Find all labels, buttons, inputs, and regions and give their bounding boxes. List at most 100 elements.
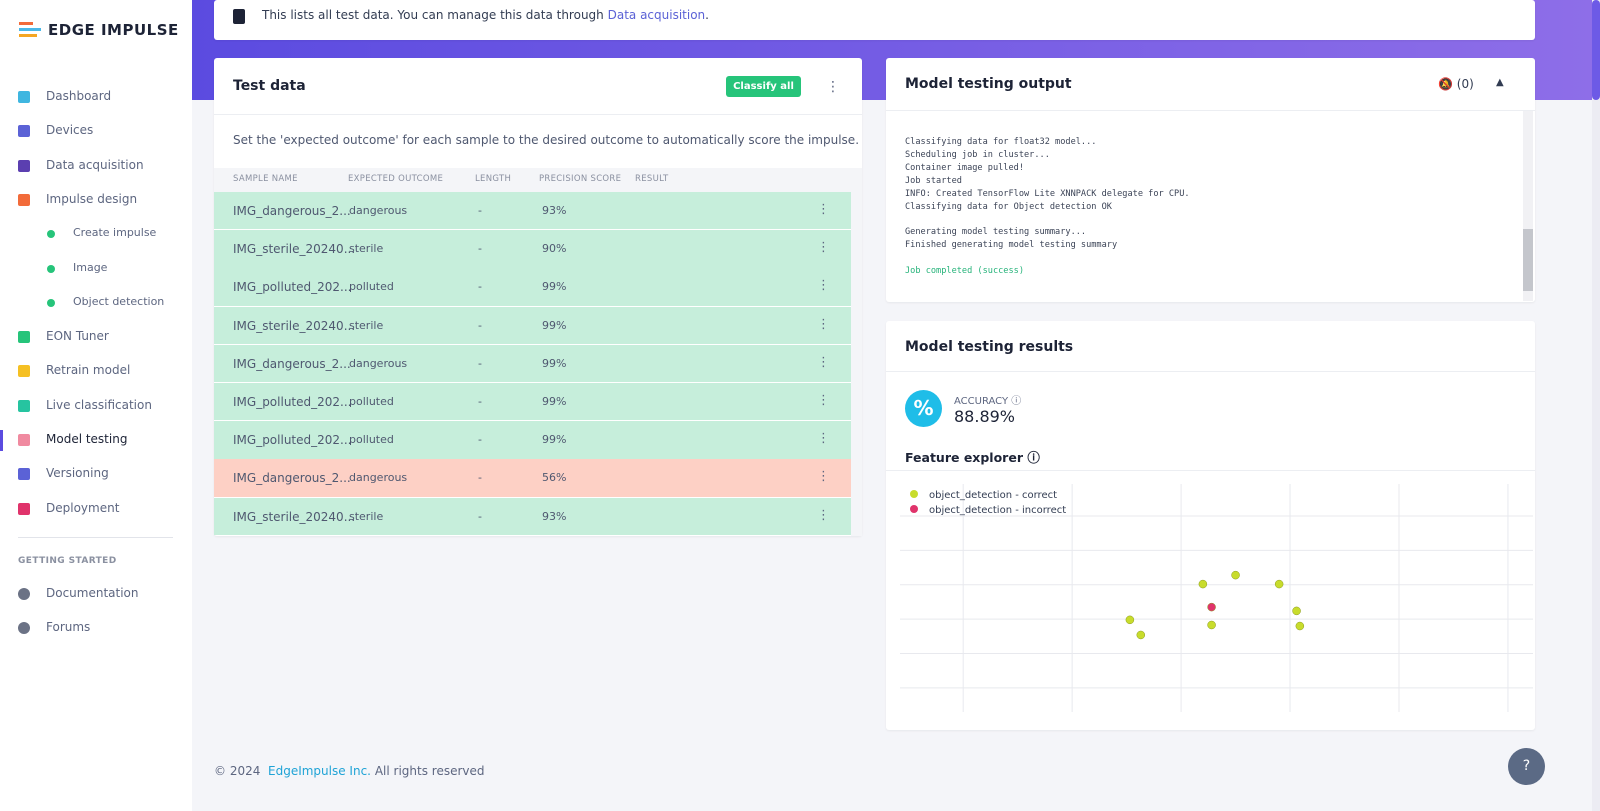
nav-item[interactable]: Object detection <box>73 294 165 308</box>
nav-item[interactable]: Model testing <box>46 432 128 446</box>
log-line: Classifying data for float32 model... <box>905 137 1097 147</box>
table-cell: - <box>478 509 482 523</box>
nav-link[interactable]: Documentation <box>46 586 139 600</box>
help-button[interactable]: ? <box>1508 748 1545 785</box>
nav-item[interactable]: Versioning <box>46 466 109 481</box>
nav-item[interactable]: Image <box>73 260 108 274</box>
row-menu[interactable]: ⋮ <box>817 393 830 408</box>
card-title: Test data <box>233 78 306 94</box>
nav-link[interactable]: Forums <box>46 620 91 635</box>
company-link[interactable]: EdgeImpulse Inc. <box>268 764 371 778</box>
menu-button[interactable]: ⋮ <box>826 79 840 95</box>
table-cell: 56% <box>542 471 567 485</box>
table-row <box>214 230 851 268</box>
nav-item[interactable]: Dashboard <box>46 89 112 103</box>
table-cell: sterile <box>349 318 384 332</box>
accuracy-label: ACCURACY ⓘ <box>954 396 1022 407</box>
table-cell: IMG_polluted_202... <box>233 433 352 448</box>
table-cell: IMG_dangerous_2... <box>233 356 351 371</box>
scatter-point <box>1231 570 1240 580</box>
row-menu[interactable]: ⋮ <box>817 240 830 256</box>
nav-icon <box>18 125 30 138</box>
row-menu[interactable]: ⋮ <box>817 316 830 332</box>
banner-link[interactable]: Data acquisition <box>607 8 706 22</box>
separator <box>886 110 1535 111</box>
legend-swatch <box>910 505 918 513</box>
description: Set the 'expected outcome' for each samp… <box>233 133 860 147</box>
footer: © 2024 EdgeImpulse Inc. All rights reser… <box>214 764 485 778</box>
table-cell: IMG_sterile_20240... <box>233 509 356 524</box>
table-cell: polluted <box>349 395 394 408</box>
column-header: PRECISION SCORE <box>539 174 622 184</box>
nav-item[interactable]: Deployment <box>46 500 120 515</box>
table-cell: - <box>478 356 482 370</box>
table-cell: dangerous <box>349 356 408 370</box>
rights: All rights reserved <box>374 764 485 778</box>
table-cell: IMG_dangerous_2... <box>233 471 351 486</box>
alerts-count: (0) <box>1456 77 1474 91</box>
table-cell: - <box>478 471 482 485</box>
nav-item[interactable]: Data acquisition <box>46 157 144 172</box>
log-line: Scheduling job in cluster... <box>905 149 1050 160</box>
accuracy-label: ACCURACY <box>954 396 1009 407</box>
scatter-point <box>1274 579 1284 589</box>
test-data-card: Test data Classify all ⋮ Set the 'expect… <box>214 58 862 536</box>
table-cell: - <box>478 433 482 447</box>
banner-text: This lists all test data. You can manage… <box>262 8 604 22</box>
brand: EDGE IMPULSE <box>48 21 179 39</box>
row-menu[interactable]: ⋮ <box>817 354 830 370</box>
log-line: INFO: Created TensorFlow Lite XNNPACK de… <box>905 188 1190 199</box>
nav-dot <box>47 230 55 239</box>
scatter-point <box>1292 606 1301 616</box>
table-row <box>214 459 851 497</box>
nav-item[interactable]: Impulse design <box>46 191 138 206</box>
table-cell: sterile <box>349 242 384 256</box>
table-row <box>214 497 851 535</box>
row-menu[interactable]: ⋮ <box>817 278 830 294</box>
table-cell: IMG_sterile_20240... <box>233 242 356 257</box>
row-menu[interactable]: ⋮ <box>817 202 830 217</box>
alerts-button[interactable]: 🔕 (0) <box>1438 77 1474 91</box>
nav-item[interactable]: Devices <box>46 123 94 138</box>
nav-item[interactable]: EON Tuner <box>46 329 109 344</box>
table-cell: polluted <box>349 433 394 447</box>
banner-end: . <box>705 8 709 22</box>
table-cell: 93% <box>542 204 567 217</box>
classify-all-button[interactable]: Classify all <box>726 76 801 97</box>
log-line: Job started <box>905 175 962 186</box>
nav-icon <box>18 365 30 378</box>
nav-icon <box>18 468 30 481</box>
table-row <box>214 344 851 383</box>
table-cell: - <box>478 204 482 217</box>
table-cell: IMG_dangerous_2... <box>233 204 351 218</box>
nav-item[interactable]: Create impulse <box>73 226 157 240</box>
section-label: GETTING STARTED <box>18 556 117 566</box>
nav-icon <box>18 159 30 172</box>
nav-item[interactable]: Retrain model <box>46 363 131 378</box>
scatter-point <box>1207 602 1216 612</box>
row-menu[interactable]: ⋮ <box>817 507 830 523</box>
nav-icon <box>18 588 30 600</box>
nav-icon <box>18 331 30 344</box>
logo <box>19 22 43 38</box>
separator <box>886 371 1535 372</box>
legend-swatch <box>910 490 918 498</box>
output-card: Model testing output 🔕 (0) ▲ Classifying… <box>886 58 1535 302</box>
nav-item[interactable]: Live classification <box>46 397 152 412</box>
table-cell: - <box>478 395 482 408</box>
table-row <box>214 268 851 306</box>
row-menu[interactable]: ⋮ <box>817 431 830 447</box>
row-menu[interactable]: ⋮ <box>817 469 830 485</box>
results-card: Model testing results % ACCURACY ⓘ 88.89… <box>886 321 1535 730</box>
table-cell: 99% <box>542 395 567 408</box>
log-scrollbar <box>1523 111 1533 301</box>
column-header: RESULT <box>635 174 669 184</box>
banner: This lists all test data. You can manage… <box>214 0 1535 40</box>
collapse-button[interactable]: ▲ <box>1496 77 1504 88</box>
scatter-point <box>1198 579 1208 589</box>
table-row <box>214 421 851 459</box>
nav-icon <box>18 434 30 446</box>
divider <box>18 537 173 538</box>
nav-dot <box>47 264 55 273</box>
